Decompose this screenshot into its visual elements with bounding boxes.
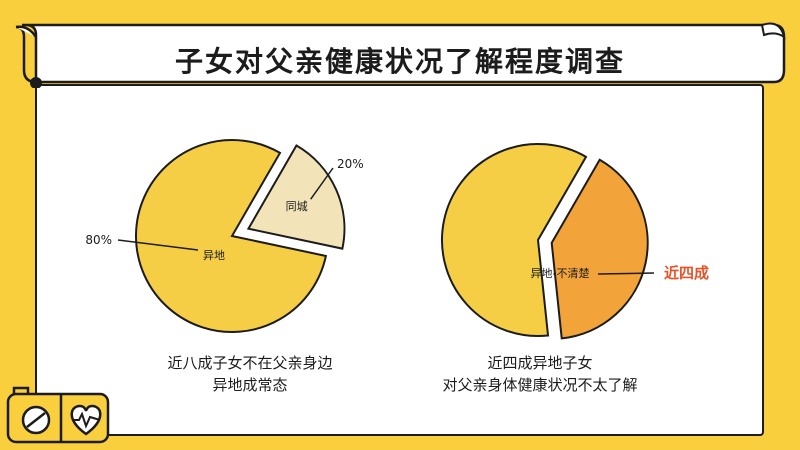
left-caption-line-1: 近八成子女不在父亲身边 [167,354,333,372]
right-caption: 近四成异地子女 对父亲身体健康状况不太了解 [410,352,670,396]
right-caption-line-1: 近四成异地子女 [487,354,593,372]
pie-0-slice-1 [246,144,346,250]
pie-1-slice-1 [550,158,649,340]
pie-0-value-label-1: 20% [337,157,364,171]
left-caption: 近八成子女不在父亲身边 异地成常态 [120,352,380,396]
leader-line-80 [117,239,199,251]
leader-line-20 [310,167,334,200]
pie-0-slice-0 [135,139,328,333]
left-caption-line-2: 异地成常态 [212,376,288,394]
callout-label: 近四成 [664,264,709,282]
right-caption-line-2: 对父亲身体健康状况不太了解 [442,376,638,394]
pie-0-slice-1-label: 同城 [286,200,308,213]
pie-1-slice-1-label: 异地-不清楚 [531,266,590,280]
pie-1-slice-0 [441,143,588,337]
callout-leader-line [597,272,655,275]
pie-0-slice-0-label: 异地 [203,249,225,262]
page-title: 子女对父亲健康状况了解程度调查 [174,45,625,78]
pie-0-value-label-0: 80% [85,233,112,247]
title-banner [15,22,786,88]
medicine-box-icon [6,386,110,444]
